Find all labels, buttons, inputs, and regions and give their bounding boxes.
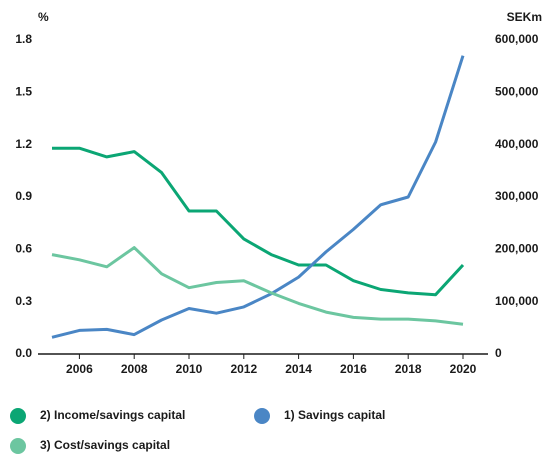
y-tick-label: 0.0 xyxy=(15,346,32,360)
x-tick-label: 2016 xyxy=(340,362,367,376)
x-tick-label: 2006 xyxy=(66,362,93,376)
legend-swatch xyxy=(10,438,26,454)
y2-tick-label: 100,000 xyxy=(495,294,539,308)
y2-tick-label: 0 xyxy=(495,346,502,360)
y2-tick-label: 200,000 xyxy=(495,242,539,256)
line-series xyxy=(51,246,464,326)
line-series xyxy=(52,146,465,297)
x-tick-label: 2010 xyxy=(176,362,203,376)
line-series xyxy=(51,55,465,339)
x-tick-label: 2008 xyxy=(121,362,148,376)
x-tick-label: 2020 xyxy=(450,362,477,376)
y2-tick-label: 500,000 xyxy=(495,85,539,99)
y-tick-label: 0.3 xyxy=(15,294,32,308)
y-tick-label: 1.5 xyxy=(15,85,32,99)
y2-axis-label: SEKm xyxy=(507,10,542,24)
legend-label: 3) Cost/savings capital xyxy=(40,438,170,452)
legend-label: 2) Income/savings capital xyxy=(40,408,185,422)
legend-swatch xyxy=(254,408,270,424)
y-tick-label: 1.8 xyxy=(15,32,32,46)
x-tick-label: 2018 xyxy=(395,362,422,376)
legend-swatch xyxy=(10,408,26,424)
y-tick-label: 0.9 xyxy=(15,189,32,203)
y2-tick-label: 300,000 xyxy=(495,189,539,203)
legend-label: 1) Savings capital xyxy=(284,408,385,422)
y-tick-label: 0.6 xyxy=(15,242,32,256)
y2-tick-label: 400,000 xyxy=(495,137,539,151)
y-axis-label: % xyxy=(38,10,49,24)
x-tick-label: 2014 xyxy=(285,362,312,376)
x-tick-label: 2012 xyxy=(230,362,257,376)
y-tick-label: 1.2 xyxy=(15,137,32,151)
y2-tick-label: 600,000 xyxy=(495,32,539,46)
